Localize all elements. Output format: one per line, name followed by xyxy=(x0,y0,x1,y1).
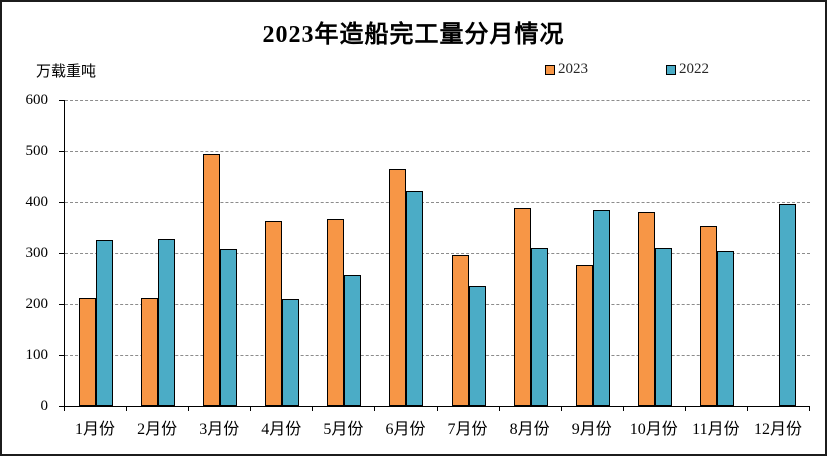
x-axis-boundary-tick-5 xyxy=(374,407,376,411)
gridline-400 xyxy=(65,202,810,203)
bar-2022-10月份 xyxy=(654,248,672,406)
legend-label-2022: 2022 xyxy=(679,61,709,77)
bar-2023-3月份 xyxy=(203,153,221,406)
legend-swatch-2022 xyxy=(666,64,676,75)
bar-2023-8月份 xyxy=(513,208,531,406)
x-axis-boundary-tick-3 xyxy=(250,407,252,411)
legend-item-2022: 2022 xyxy=(666,61,709,78)
x-axis-boundary-tick-9 xyxy=(622,407,624,411)
x-axis-label-9月份: 9月份 xyxy=(571,421,612,438)
bar-2023-5月份 xyxy=(327,218,345,406)
x-axis-label-3月份: 3月份 xyxy=(199,421,240,438)
x-axis-label-2月份: 2月份 xyxy=(137,421,178,438)
x-axis-label-6月份: 6月份 xyxy=(385,421,426,438)
x-axis-boundary-tick-7 xyxy=(498,407,500,411)
bar-2022-3月份 xyxy=(220,249,238,406)
bar-2023-9月份 xyxy=(575,264,593,406)
y-axis-tick-500 xyxy=(59,151,64,152)
legend-swatch-2023 xyxy=(545,64,555,75)
y-axis-tick-400 xyxy=(59,202,64,203)
x-axis-boundary-tick-1 xyxy=(126,407,128,411)
x-axis-boundary-tick-6 xyxy=(436,407,438,411)
y-axis-label-100: 100 xyxy=(25,347,49,363)
x-axis-label-12月份: 12月份 xyxy=(753,421,802,438)
bar-2022-6月份 xyxy=(406,191,424,406)
bar-2022-8月份 xyxy=(530,247,548,406)
plot-area xyxy=(64,100,810,407)
x-axis-label-8月份: 8月份 xyxy=(509,421,550,438)
gridline-600 xyxy=(65,100,810,101)
bar-2022-2月份 xyxy=(158,238,176,406)
bar-2023-4月份 xyxy=(265,221,283,406)
bar-2023-7月份 xyxy=(451,255,469,406)
bar-2022-5月份 xyxy=(344,274,362,406)
y-axis-label-300: 300 xyxy=(25,245,49,261)
gridline-300 xyxy=(65,253,810,254)
y-axis-label-600: 600 xyxy=(25,92,49,108)
bar-2022-12月份 xyxy=(778,203,796,406)
x-axis-boundary-tick-8 xyxy=(560,407,562,411)
x-axis-label-11月份: 11月份 xyxy=(692,421,740,438)
x-axis-label-1月份: 1月份 xyxy=(75,421,116,438)
y-axis-tick-0 xyxy=(59,406,64,407)
bar-2023-10月份 xyxy=(637,212,655,406)
y-axis-tick-600 xyxy=(59,100,64,101)
bar-2022-4月份 xyxy=(282,298,300,406)
x-axis-label-7月份: 7月份 xyxy=(447,421,488,438)
x-axis-boundary-tick-4 xyxy=(312,407,314,411)
legend-label-2023: 2023 xyxy=(558,61,588,77)
x-axis-boundary-tick-10 xyxy=(684,407,686,411)
y-axis-label-500: 500 xyxy=(25,143,49,159)
x-axis-label-4月份: 4月份 xyxy=(261,421,302,438)
x-axis-boundary-tick-12 xyxy=(809,407,810,411)
bar-2023-11月份 xyxy=(699,226,717,406)
bar-2023-6月份 xyxy=(389,168,407,406)
chart-title: 2023年造船完工量分月情况 xyxy=(262,22,565,48)
y-axis-label-0: 0 xyxy=(40,398,49,414)
bar-2023-2月份 xyxy=(141,297,159,406)
x-axis-boundary-tick-11 xyxy=(746,407,748,411)
gridline-100 xyxy=(65,355,810,356)
x-axis-boundary-tick-2 xyxy=(188,407,190,411)
bar-2022-11月份 xyxy=(716,250,734,406)
y-axis-label-200: 200 xyxy=(25,296,49,312)
x-axis-label-10月份: 10月份 xyxy=(629,421,678,438)
y-axis-label-400: 400 xyxy=(25,194,49,210)
bar-2023-1月份 xyxy=(79,298,97,406)
y-axis-tick-300 xyxy=(59,253,64,254)
gridline-200 xyxy=(65,304,810,305)
bar-2022-1月份 xyxy=(96,239,114,406)
y-axis-unit-label: 万载重吨 xyxy=(36,64,97,80)
legend: 2023 2022 xyxy=(545,61,709,78)
gridline-500 xyxy=(65,151,810,152)
legend-item-2023: 2023 xyxy=(545,61,588,78)
x-axis-boundary-tick-0 xyxy=(64,407,65,411)
y-axis-tick-100 xyxy=(59,355,64,356)
x-axis-label-5月份: 5月份 xyxy=(323,421,364,438)
bar-2022-7月份 xyxy=(468,286,486,406)
bar-2022-9月份 xyxy=(592,209,610,406)
y-axis-tick-200 xyxy=(59,304,64,305)
